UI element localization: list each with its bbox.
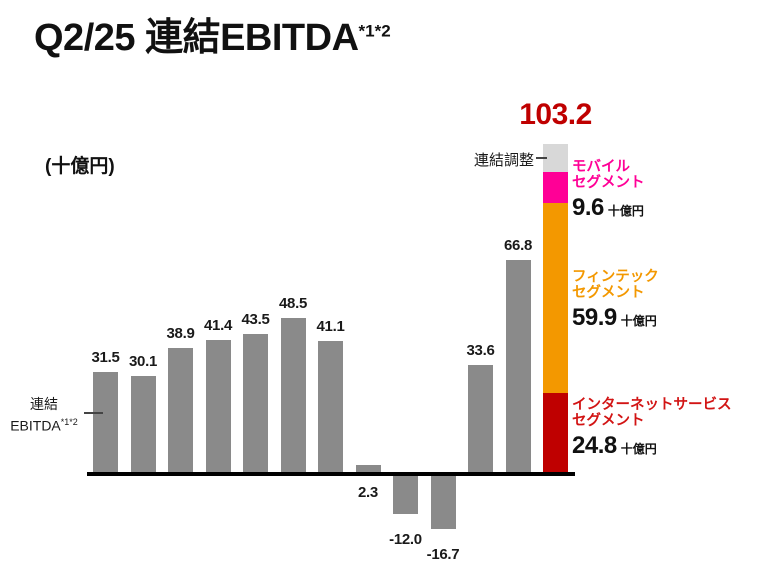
stacked-total-label: 103.2 — [519, 98, 592, 131]
bar-value-label-11: 33.6 — [466, 342, 495, 359]
consolidated-ebitda-label: 連結 EBITDA*1*2 — [4, 395, 84, 435]
segment-note-internet-value-unit: 十億円 — [620, 442, 657, 456]
segment-note-internet: インターネットサービス セグメント 24.8 十億円 — [572, 397, 732, 460]
segment-note-mobile-value-unit: 十億円 — [607, 204, 644, 218]
bar-10 — [430, 476, 456, 529]
stacked-segment-fintech — [543, 203, 568, 393]
bar-3 — [168, 348, 193, 472]
x-axis-line — [87, 472, 575, 476]
segment-note-fintech-value-unit: 十億円 — [620, 314, 657, 328]
segment-note-internet-name: インターネットサービス セグメント — [572, 397, 732, 429]
segment-note-fintech-name: フィンテック セグメント — [572, 269, 659, 301]
bar-12 — [505, 260, 531, 472]
segment-note-mobile: モバイル セグメント 9.6 十億円 — [572, 159, 645, 222]
bar-7 — [318, 341, 343, 472]
bar-9 — [393, 476, 418, 514]
consolidated-ebitda-label-line2: EBITDA — [10, 417, 61, 434]
bar-value-label-3: 38.9 — [166, 325, 195, 342]
stacked-segment-adjustment — [543, 144, 568, 172]
bar-value-label-2: 30.1 — [129, 353, 157, 370]
bar-value-label-6: 48.5 — [279, 295, 307, 312]
bar-value-label-7: 41.1 — [316, 318, 345, 335]
bar-2 — [130, 376, 156, 472]
bar-value-label-1: 31.5 — [91, 349, 120, 366]
bar-value-label-12: 66.8 — [504, 237, 532, 254]
bar-value-label-10: -16.7 — [426, 546, 460, 563]
segment-note-fintech-value-number: 59.9 — [572, 304, 617, 331]
segment-note-mobile-value: 9.6 十億円 — [572, 194, 645, 222]
segment-note-mobile-name: モバイル セグメント — [572, 159, 645, 191]
page-title-footnote-marker: *1*2 — [358, 21, 391, 41]
consolidated-adjustment-callout-line — [536, 157, 547, 159]
page-title: Q2/25 連結EBITDA*1*2 — [34, 6, 391, 61]
unit-label: (十億円) — [45, 156, 115, 177]
consolidated-ebitda-callout-line — [84, 412, 103, 414]
segment-note-fintech: フィンテック セグメント 59.9 十億円 — [572, 269, 659, 332]
stacked-segment-mobile — [543, 172, 568, 203]
consolidated-ebitda-footnote-marker: *1*2 — [60, 417, 78, 427]
segment-note-internet-value: 24.8 十億円 — [572, 432, 732, 460]
bar-11 — [468, 365, 493, 472]
bar-5 — [243, 334, 268, 472]
bar-8 — [355, 465, 381, 472]
page-title-text: Q2/25 連結EBITDA — [34, 17, 359, 59]
bar-value-label-8: 2.3 — [358, 484, 378, 501]
segment-note-internet-value-number: 24.8 — [572, 432, 617, 459]
segment-note-fintech-value: 59.9 十億円 — [572, 304, 659, 332]
bar-value-label-9: -12.0 — [389, 531, 422, 548]
bar-value-label-5: 43.5 — [241, 311, 270, 328]
stacked-segment-internet — [543, 393, 568, 472]
bar-4 — [205, 340, 231, 472]
consolidated-ebitda-label-line1: 連結 — [30, 396, 58, 412]
consolidated-adjustment-label: 連結調整 — [473, 152, 534, 169]
bar-1 — [93, 372, 118, 472]
bar-value-label-4: 41.4 — [204, 317, 232, 334]
segment-note-mobile-value-number: 9.6 — [572, 194, 604, 221]
bar-6 — [280, 318, 306, 472]
